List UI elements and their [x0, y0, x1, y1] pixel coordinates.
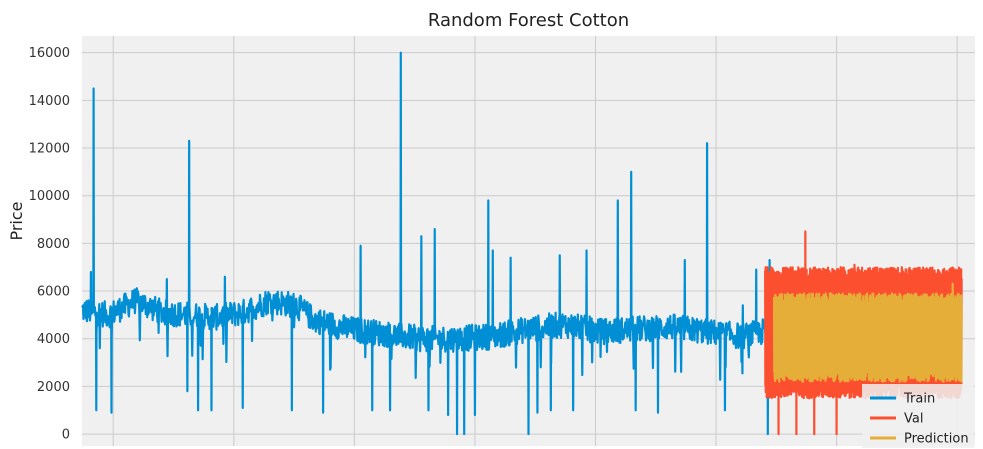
y-tick-label: 10000 — [29, 189, 70, 204]
y-tick-label: 14000 — [29, 94, 70, 109]
y-tick-label: 2000 — [37, 380, 70, 395]
legend-label-val: Val — [904, 412, 923, 427]
y-axis-label: Price — [7, 201, 26, 240]
chart-title: Random Forest Cotton — [428, 10, 629, 31]
y-tick-label: 4000 — [37, 332, 70, 347]
series-line-train — [81, 51, 776, 436]
y-tick-label: 16000 — [29, 46, 70, 61]
series-line-prediction — [772, 282, 963, 383]
y-tick-labels: 0 2000 4000 6000 8000 10000 12000 14000 16000 — [29, 46, 70, 442]
legend: Train Val Prediction — [862, 384, 974, 448]
y-tick-label: 0 — [62, 428, 70, 443]
series-layer — [81, 51, 963, 436]
legend-label-prediction: Prediction — [904, 432, 969, 447]
y-tick-label: 12000 — [29, 142, 70, 157]
legend-label-train: Train — [903, 392, 935, 407]
y-tick-label: 6000 — [37, 285, 70, 300]
y-tick-label: 8000 — [37, 237, 70, 252]
